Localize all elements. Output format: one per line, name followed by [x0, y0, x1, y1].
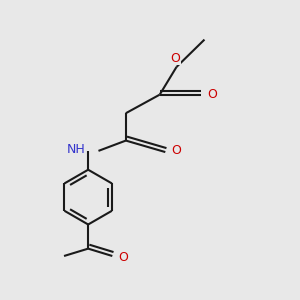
Text: O: O [170, 52, 180, 64]
Text: O: O [118, 251, 128, 264]
Text: O: O [171, 144, 181, 157]
Text: NH: NH [67, 143, 86, 156]
Text: O: O [207, 88, 217, 101]
